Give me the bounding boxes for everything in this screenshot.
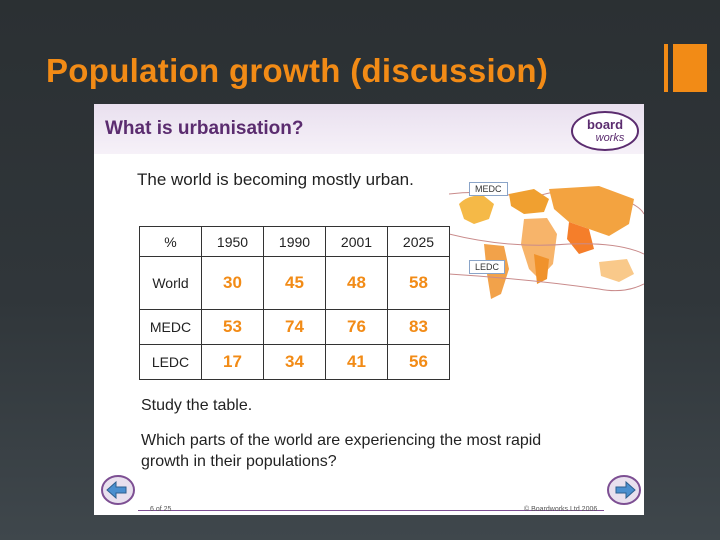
slide-header: What is urbanisation? board works bbox=[94, 104, 644, 154]
copyright-text: © Boardworks Ltd 2006 bbox=[524, 506, 598, 513]
boardworks-logo: board works bbox=[571, 111, 639, 151]
study-instruction: Study the table. bbox=[141, 397, 253, 414]
table-cell-value: 41 bbox=[325, 344, 388, 380]
table-row: LEDC 17 34 41 56 bbox=[139, 344, 450, 380]
table-year-header: 1990 bbox=[263, 226, 326, 257]
logo-text-works: works bbox=[596, 132, 625, 144]
table-row-label: World bbox=[139, 256, 202, 310]
next-slide-button[interactable] bbox=[606, 474, 642, 506]
table-row: MEDC 53 74 76 83 bbox=[139, 309, 450, 345]
map-label-ledc: LEDC bbox=[469, 260, 506, 274]
table-cell-value: 53 bbox=[201, 309, 264, 345]
urbanisation-table: % 1950 1990 2001 2025 World 30 45 48 58 … bbox=[139, 226, 450, 380]
footer-divider bbox=[138, 510, 604, 511]
table-cell-value: 34 bbox=[263, 344, 326, 380]
table-cell-value: 48 bbox=[325, 256, 388, 310]
table-row: World 30 45 48 58 bbox=[139, 256, 450, 310]
title-accent-bar-thick bbox=[673, 44, 707, 92]
map-label-medc: MEDC bbox=[469, 182, 508, 196]
intro-text: The world is becoming mostly urban. bbox=[137, 170, 414, 189]
previous-slide-button[interactable] bbox=[100, 474, 136, 506]
table-cell-value: 17 bbox=[201, 344, 264, 380]
slide-heading: What is urbanisation? bbox=[105, 118, 304, 139]
title-accent-bar-thin bbox=[664, 44, 668, 92]
world-map: MEDC LEDC bbox=[448, 174, 644, 304]
table-row-label: MEDC bbox=[139, 309, 202, 345]
table-cell-value: 76 bbox=[325, 309, 388, 345]
table-cell-value: 30 bbox=[201, 256, 264, 310]
table-year-header: 1950 bbox=[201, 226, 264, 257]
table-row-label: LEDC bbox=[139, 344, 202, 380]
embedded-slide: What is urbanisation? board works The wo… bbox=[94, 104, 644, 515]
arrow-right-icon bbox=[615, 480, 636, 500]
slide-number: 6 of 25 bbox=[150, 506, 172, 513]
logo-text-board: board bbox=[587, 117, 623, 132]
table-year-header: 2001 bbox=[325, 226, 388, 257]
arrow-left-icon bbox=[106, 480, 127, 500]
table-cell-value: 45 bbox=[263, 256, 326, 310]
table-year-header: 2025 bbox=[387, 226, 450, 257]
page-title: Population growth (discussion) bbox=[46, 52, 549, 89]
discussion-question: Which parts of the world are experiencin… bbox=[141, 432, 542, 470]
table-cell-value: 58 bbox=[387, 256, 450, 310]
table-cell-value: 74 bbox=[263, 309, 326, 345]
table-header-row: % 1950 1990 2001 2025 bbox=[139, 226, 450, 257]
table-cell-value: 56 bbox=[387, 344, 450, 380]
table-corner-cell: % bbox=[139, 226, 202, 257]
table-cell-value: 83 bbox=[387, 309, 450, 345]
